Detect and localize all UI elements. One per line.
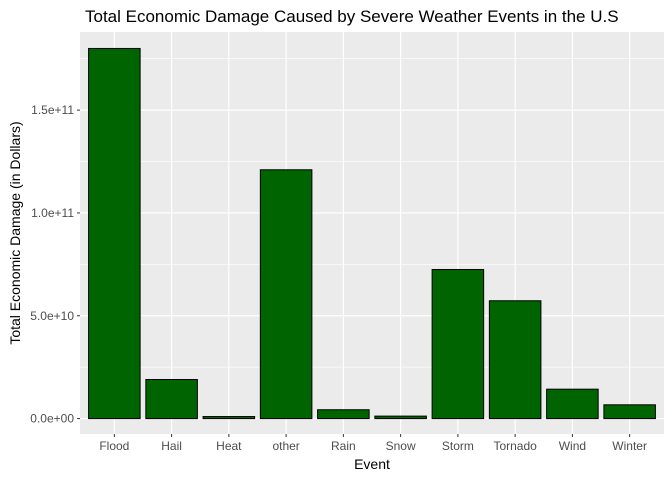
bar-heat [202, 416, 256, 420]
bar-flood [88, 47, 141, 420]
bar-wind [546, 388, 599, 420]
x-axis: Flood Hail Heat other Rain Snow Storm Tornado Wi… [99, 434, 647, 453]
x-tick-label: Tornado [493, 439, 537, 453]
bars [88, 47, 656, 420]
bar-rain [317, 409, 370, 420]
minor-gridlines [80, 58, 664, 368]
major-gridlines [80, 32, 664, 434]
x-axis-title: Event [354, 456, 390, 472]
x-tick-label: Wind [559, 439, 586, 453]
x-tick-label: Storm [442, 439, 474, 453]
bar-tornado [488, 300, 542, 420]
x-tick-label: Rain [331, 439, 356, 453]
x-tick-label: Hail [161, 439, 182, 453]
plot-panel [80, 32, 664, 434]
bar-hail [145, 379, 198, 420]
chart-title: Total Economic Damage Caused by Severe W… [85, 7, 619, 26]
x-tick-label: Snow [386, 439, 416, 453]
bar-snow [374, 415, 427, 420]
y-tick-label: 1.5e+11 [31, 103, 74, 117]
y-tick-label: 5.0e+10 [30, 309, 74, 323]
bar-other [259, 169, 313, 420]
x-tick-label: Heat [216, 439, 242, 453]
x-tick-label: Winter [612, 439, 647, 453]
x-tick-label: other [272, 439, 299, 453]
bar-winter [603, 404, 656, 420]
y-tick-label: 1.0e+11 [31, 206, 74, 220]
y-axis-title: Total Economic Damage (in Dollars) [7, 121, 23, 344]
y-axis: 0.0e+00 5.0e+10 1.0e+11 1.5e+11 [30, 103, 80, 426]
bar-storm [431, 268, 485, 420]
y-tick-label: 0.0e+00 [30, 412, 74, 426]
x-tick-label: Flood [99, 439, 129, 453]
